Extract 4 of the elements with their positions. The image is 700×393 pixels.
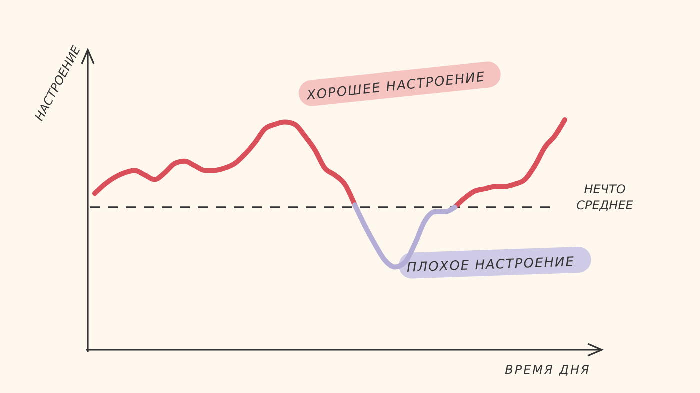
annotation: ПЛОХОЕ НАСТРОЕНИЕ (406, 255, 576, 276)
ref-line-label: НЕЧТО СРЕДНЕЕ (576, 182, 634, 212)
text: ХОРОШЕЕ НАСТРОЕНИЕ (305, 70, 486, 104)
x-axis-title: ВРЕМЯ ДНЯ (505, 363, 591, 377)
